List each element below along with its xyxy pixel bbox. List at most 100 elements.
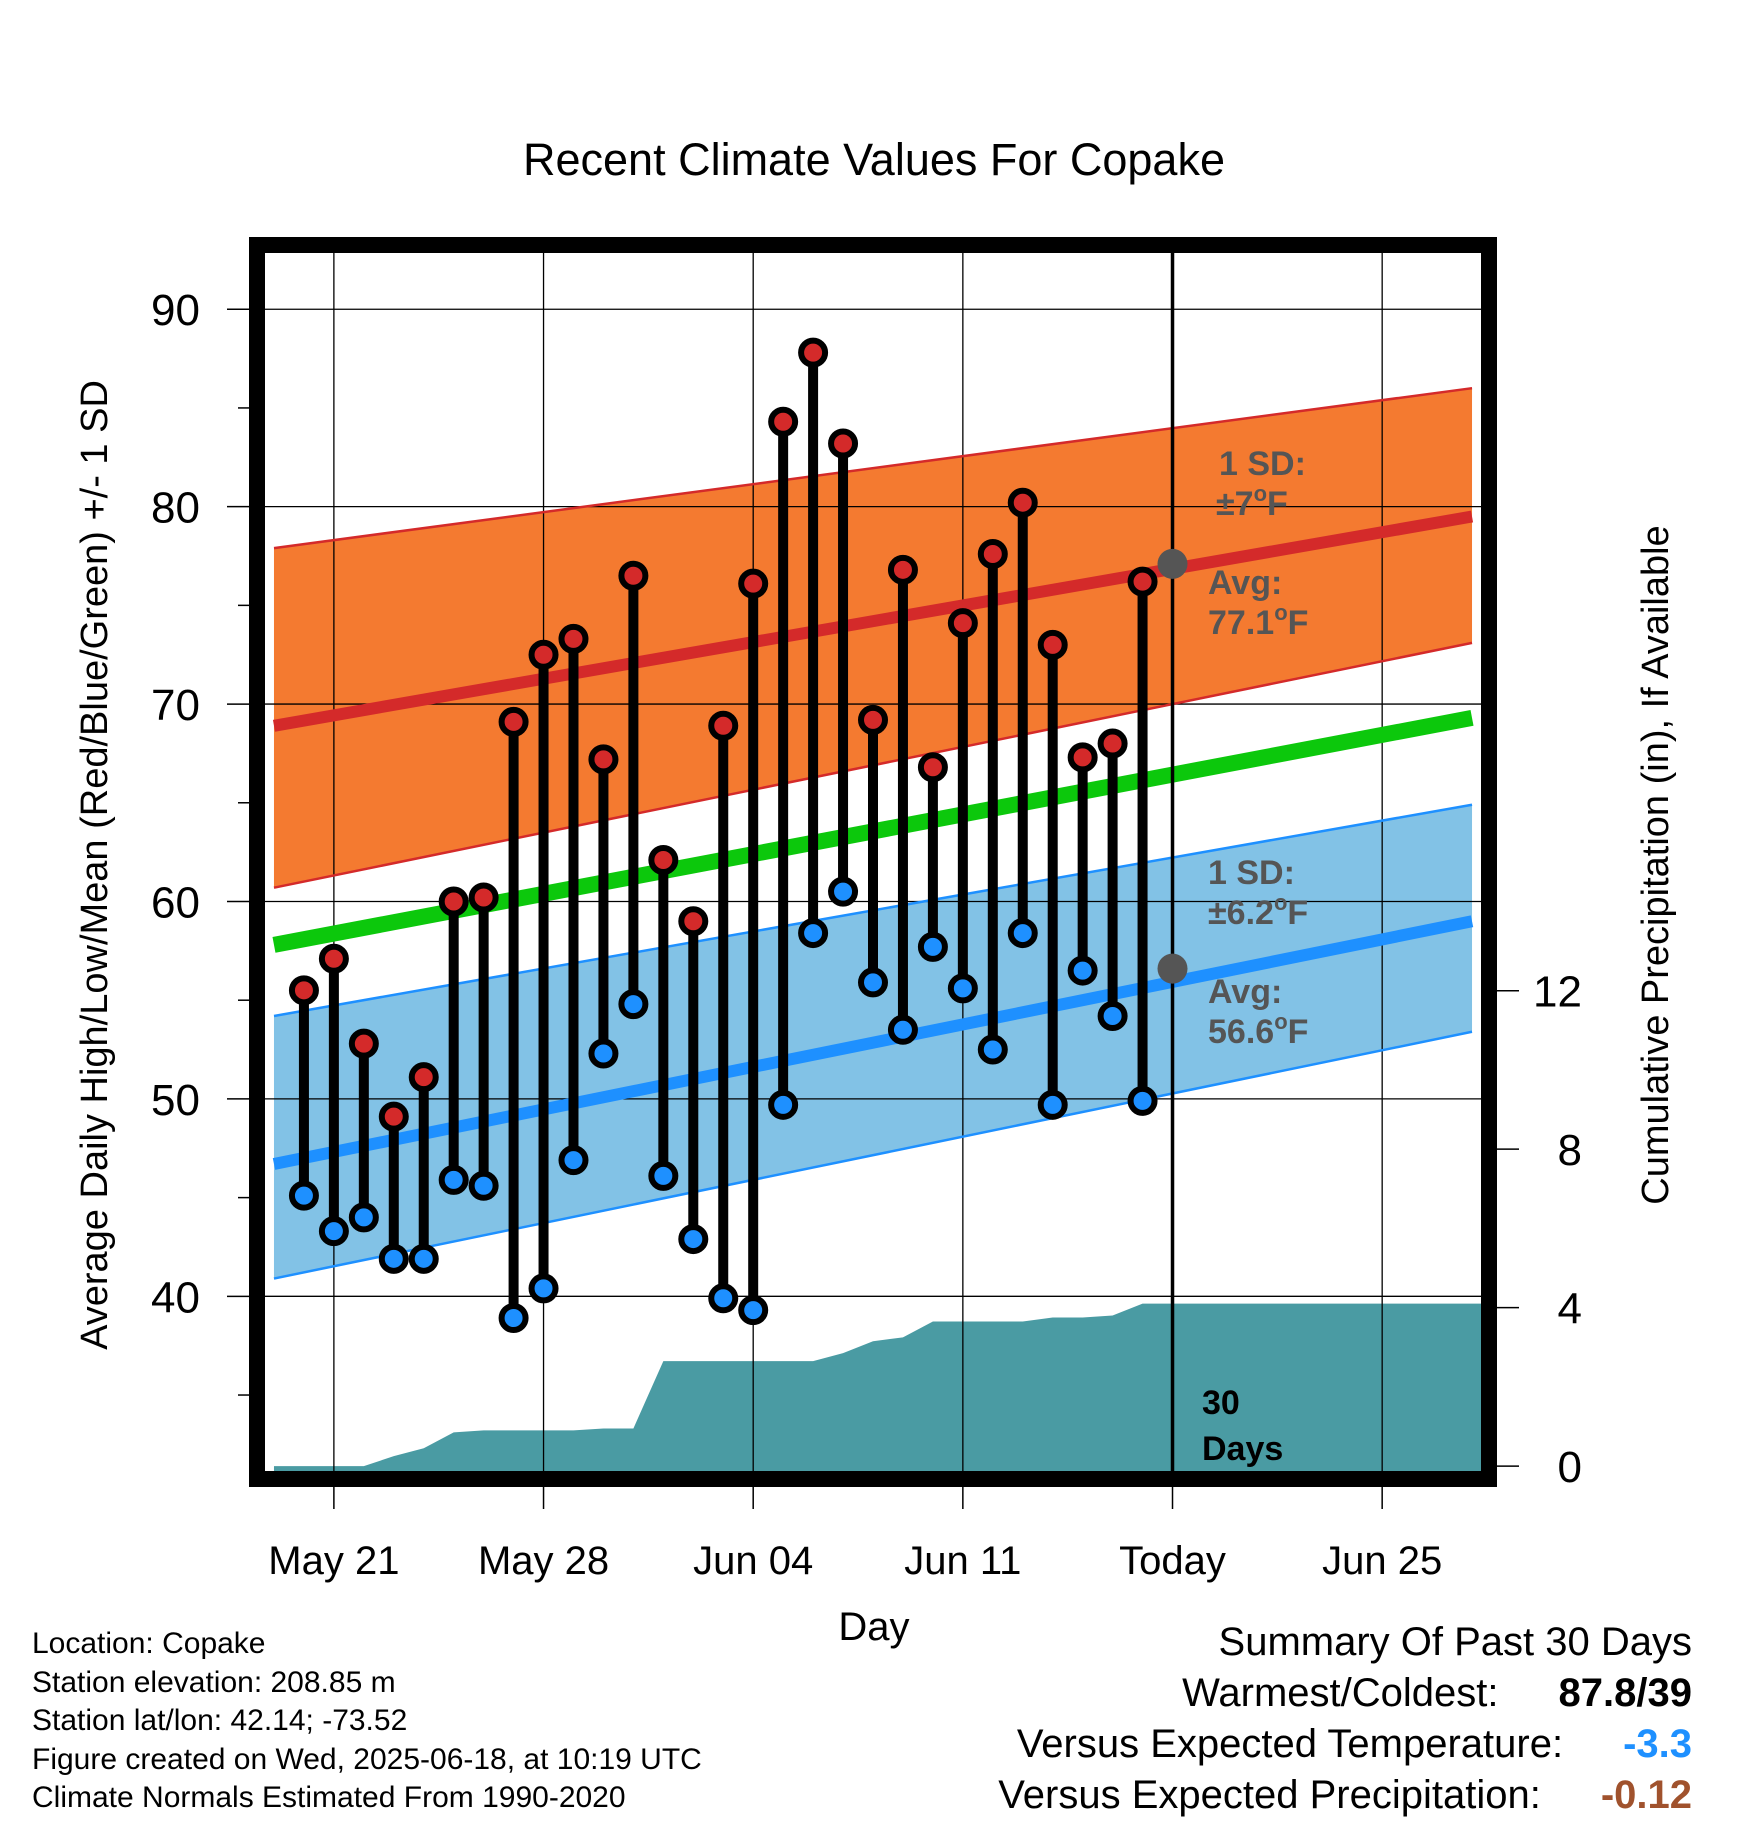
daily-high-point <box>1097 728 1128 759</box>
daily-low-point <box>468 1170 499 1201</box>
coldest-value: 39 <box>1647 1671 1693 1715</box>
daily-high-point <box>1067 742 1098 773</box>
daily-high-point <box>917 752 948 783</box>
daily-high-point <box>318 943 349 974</box>
y-tick-label: 60 <box>151 878 200 927</box>
high-avg-value: 77.1oF <box>1208 600 1308 642</box>
daily-low-point <box>858 967 888 998</box>
daily-low-point <box>708 1283 739 1314</box>
temp-anomaly-value: -3.3 <box>1623 1722 1692 1766</box>
daily-high-point <box>468 882 499 913</box>
daily-low-point <box>408 1243 439 1274</box>
station-info: Location: Copake Station elevation: 208.… <box>32 1625 702 1818</box>
daily-low-point <box>618 989 649 1020</box>
normals-text: Climate Normals Estimated From 1990-2020 <box>32 1781 626 1814</box>
warm-cold-separator: / <box>1636 1671 1648 1715</box>
y-tick-label: 70 <box>151 681 200 730</box>
latlon-text: Station lat/lon: 42.14; -73.52 <box>32 1704 408 1737</box>
x-axis-label: Day <box>838 1605 909 1649</box>
daily-high-point <box>977 539 1008 570</box>
warm-cold-label: Warmest/Coldest: <box>1182 1671 1499 1715</box>
normal-high-line <box>272 510 1474 732</box>
temp-anomaly-label: Versus Expected Temperature: <box>1016 1722 1564 1766</box>
daily-high-point <box>438 886 469 917</box>
summary-panel: Summary Of Past 30 Days Warmest/Coldest:… <box>998 1620 1692 1824</box>
daily-low-point <box>1067 955 1098 986</box>
daily-high-point <box>288 975 319 1006</box>
low-avg-value: 56.6oF <box>1208 1009 1308 1051</box>
today-low-normal-point <box>1157 953 1188 984</box>
daily-high-point <box>378 1101 409 1132</box>
daily-high-point <box>348 1028 379 1059</box>
y2-tick-label: 12 <box>1533 968 1582 1017</box>
y-tick-label: 50 <box>151 1076 200 1125</box>
daily-high-point <box>618 560 649 591</box>
normal-low-line <box>272 915 1474 1170</box>
daily-high-point <box>1037 629 1068 660</box>
y-axis-label: Average Daily High/Low/Mean (Red/Blue/Gr… <box>74 380 116 1350</box>
chart-title: Recent Climate Values For Copake <box>523 134 1225 185</box>
x-tick-label: Today <box>1119 1539 1226 1583</box>
elevation-text: Station elevation: 208.85 m <box>32 1665 396 1699</box>
daily-high-point <box>1127 566 1158 597</box>
daily-low-point <box>648 1160 679 1191</box>
daily-low-point <box>1127 1085 1158 1116</box>
daily-low-point <box>498 1303 529 1334</box>
created-text: Figure created on Wed, 2025-06-18, at 10… <box>32 1742 702 1776</box>
daily-high-point <box>588 744 619 775</box>
x-tick-label: Jun 11 <box>904 1539 1021 1583</box>
daily-low-point <box>588 1038 619 1069</box>
daily-high-point <box>887 554 918 585</box>
precip-anomaly-label: Versus Expected Precipitation: <box>998 1773 1541 1817</box>
daily-high-point <box>858 704 888 735</box>
days-count-label: 30 <box>1202 1384 1240 1422</box>
daily-high-point <box>947 608 978 639</box>
x-tick-label: May 28 <box>478 1539 609 1583</box>
daily-low-point <box>947 973 978 1004</box>
daily-high-point <box>708 710 739 741</box>
daily-high-point <box>798 337 829 368</box>
daily-high-point <box>528 639 559 670</box>
daily-low-point <box>378 1243 409 1274</box>
daily-high-point <box>1007 487 1038 518</box>
daily-low-point <box>678 1224 709 1255</box>
summary-title: Summary Of Past 30 Days <box>1218 1620 1692 1664</box>
y2-tick-label: 8 <box>1558 1126 1582 1175</box>
daily-low-point <box>977 1034 1008 1065</box>
daily-high-point <box>738 568 769 599</box>
low-sd-label: 1 SD: <box>1208 854 1295 892</box>
daily-high-point <box>768 406 799 437</box>
daily-low-point <box>1097 1000 1128 1031</box>
x-tick-label: May 21 <box>268 1539 399 1583</box>
high-upper-line <box>273 386 1473 550</box>
high-sd-value: ±7oF <box>1216 481 1288 523</box>
daily-low-point <box>348 1202 379 1233</box>
x-tick-label: Jun 04 <box>693 1539 813 1583</box>
low-sd-value: ±6.2oF <box>1208 890 1308 932</box>
precip-anomaly-value: -0.12 <box>1600 1773 1692 1817</box>
daily-low-point <box>917 931 948 962</box>
daily-low-point <box>887 1014 918 1045</box>
daily-low-point <box>768 1089 799 1120</box>
y-tick-label: 40 <box>151 1273 200 1322</box>
plot-frame <box>249 237 1497 1487</box>
daily-low-point <box>738 1295 769 1326</box>
y2-tick-label: 4 <box>1558 1285 1582 1334</box>
warm-cold-value: 87.8/39 <box>1559 1671 1692 1716</box>
location-text: Location: Copake <box>32 1627 266 1660</box>
daily-low-point <box>528 1273 559 1304</box>
today-high-normal-point <box>1157 548 1188 579</box>
daily-high-point <box>648 845 679 876</box>
low-avg-label: Avg: <box>1208 973 1282 1011</box>
y-tick-label: 90 <box>151 286 200 335</box>
daily-high-point <box>498 706 529 737</box>
days-word-label: Days <box>1202 1430 1283 1468</box>
x-tick-label: Jun 25 <box>1322 1539 1442 1583</box>
y-tick-label: 80 <box>151 484 200 533</box>
daily-high-point <box>558 623 589 654</box>
low-lower-line <box>273 1030 1473 1280</box>
daily-high-point <box>678 906 709 937</box>
daily-high-point <box>828 428 859 459</box>
